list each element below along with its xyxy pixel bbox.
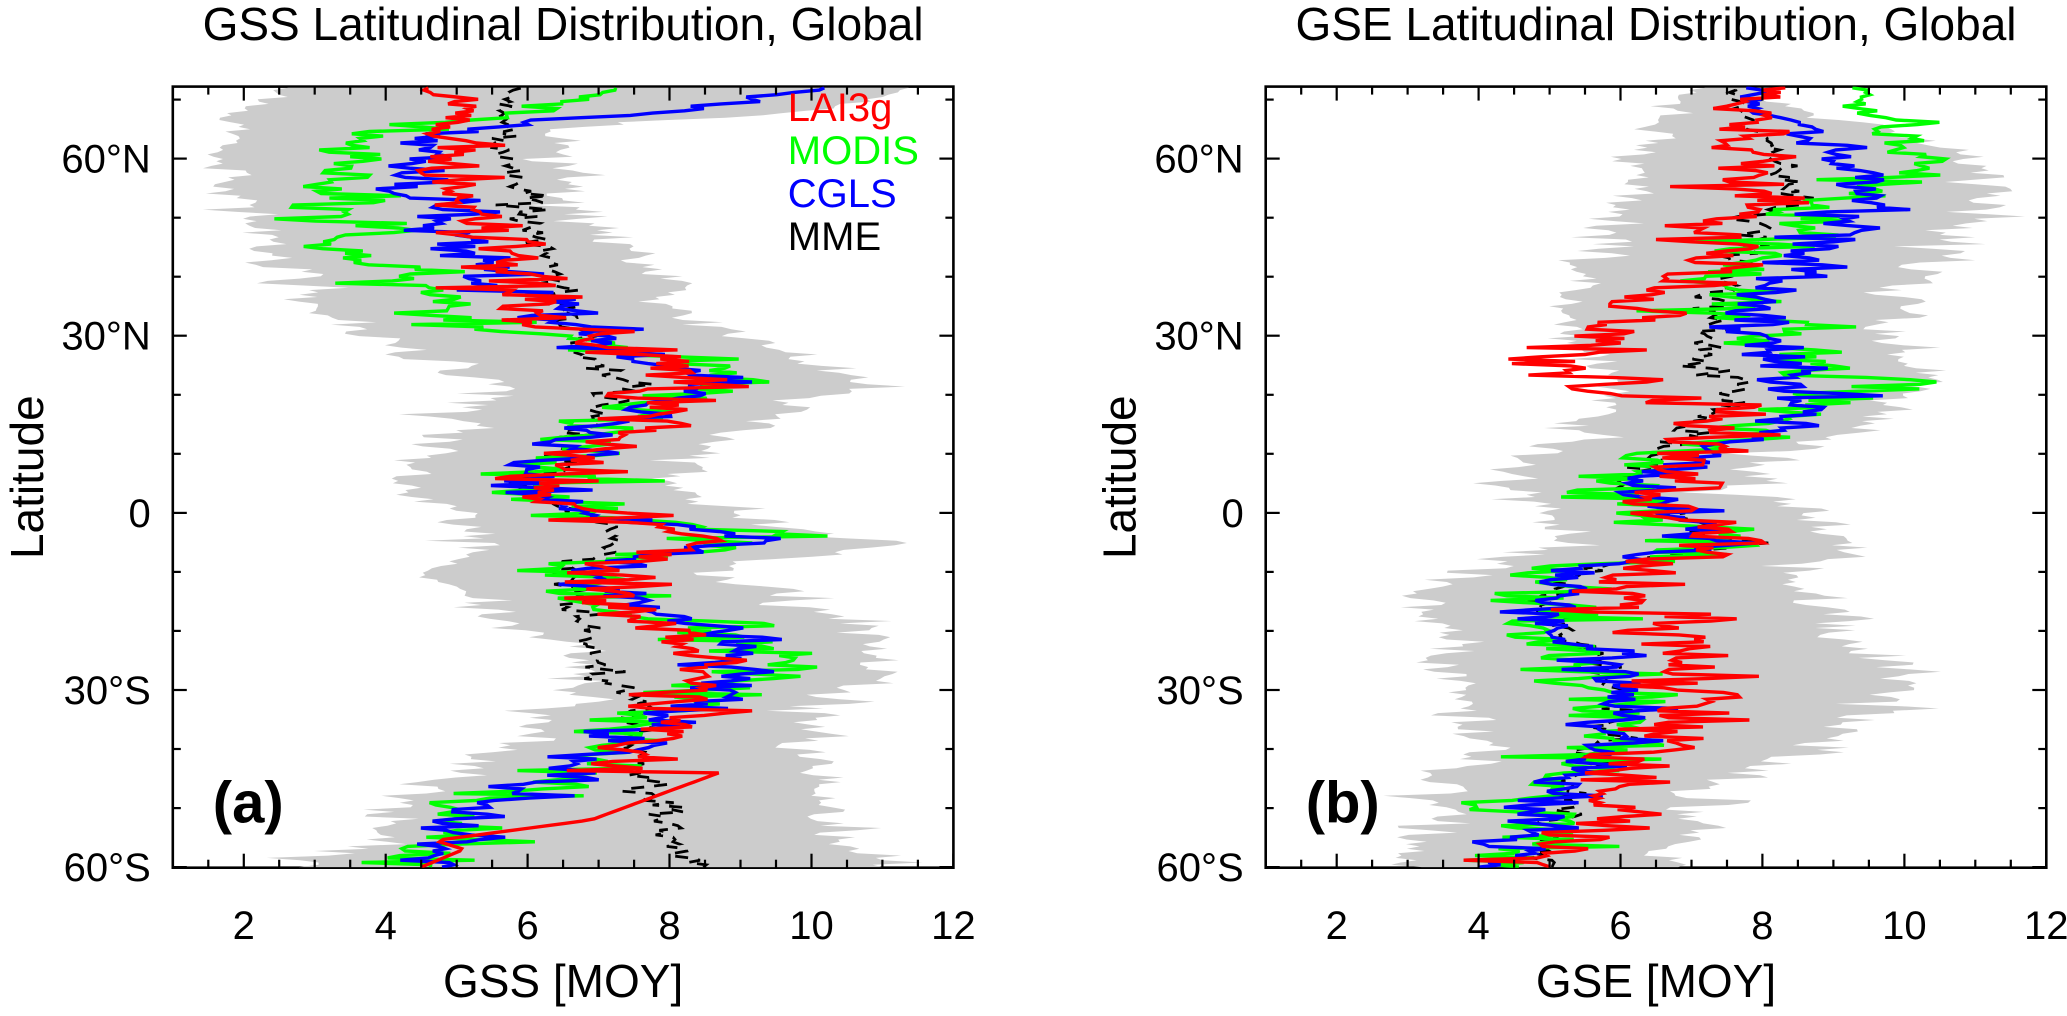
svg-text:60°N: 60°N xyxy=(61,138,150,182)
svg-text:0: 0 xyxy=(1221,492,1243,536)
svg-text:30°N: 30°N xyxy=(61,315,150,359)
svg-text:30°S: 30°S xyxy=(1157,669,1244,713)
svg-text:8: 8 xyxy=(658,904,680,948)
svg-text:12: 12 xyxy=(2024,904,2067,948)
svg-text:(b): (b) xyxy=(1306,771,1380,836)
svg-text:8: 8 xyxy=(1751,904,1773,948)
svg-text:10: 10 xyxy=(1882,904,1927,948)
svg-text:30°N: 30°N xyxy=(1154,315,1243,359)
svg-text:2: 2 xyxy=(1326,904,1348,948)
svg-text:6: 6 xyxy=(516,904,538,948)
svg-text:60°N: 60°N xyxy=(1154,138,1243,182)
svg-text:GSE [MOY]: GSE [MOY] xyxy=(1536,955,1776,1007)
svg-text:6: 6 xyxy=(1609,904,1631,948)
svg-text:LAI3g: LAI3g xyxy=(788,86,893,130)
svg-text:(a): (a) xyxy=(213,771,284,836)
svg-text:GSS [MOY]: GSS [MOY] xyxy=(443,955,683,1007)
svg-text:2: 2 xyxy=(233,904,255,948)
svg-text:GSE Latitudinal Distribution,: GSE Latitudinal Distribution, Global xyxy=(1295,0,2016,50)
svg-text:CGLS: CGLS xyxy=(788,172,897,216)
svg-text:60°S: 60°S xyxy=(64,846,151,890)
svg-text:10: 10 xyxy=(789,904,834,948)
svg-text:4: 4 xyxy=(375,904,397,948)
svg-text:GSS Latitudinal Distribution,: GSS Latitudinal Distribution, Global xyxy=(203,0,924,50)
svg-text:0: 0 xyxy=(129,492,151,536)
svg-text:30°S: 30°S xyxy=(64,669,151,713)
svg-text:60°S: 60°S xyxy=(1157,846,1244,890)
svg-text:MME: MME xyxy=(788,215,881,259)
svg-text:Latitude: Latitude xyxy=(1,395,53,559)
svg-text:MODIS: MODIS xyxy=(788,129,919,173)
svg-text:12: 12 xyxy=(931,904,976,948)
svg-text:Latitude: Latitude xyxy=(1094,395,1146,559)
svg-text:4: 4 xyxy=(1467,904,1489,948)
